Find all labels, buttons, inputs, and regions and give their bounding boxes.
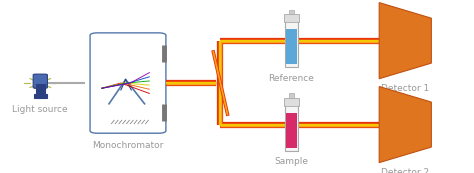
Polygon shape: [379, 3, 431, 79]
Bar: [285, 99, 298, 151]
Bar: [289, 10, 294, 14]
Bar: [286, 113, 297, 148]
Bar: [36, 84, 45, 94]
Text: Sample: Sample: [274, 157, 309, 166]
FancyBboxPatch shape: [90, 33, 166, 133]
Bar: [286, 29, 297, 64]
Bar: [284, 14, 299, 22]
Text: Detector 1: Detector 1: [381, 84, 429, 93]
Bar: [34, 94, 47, 98]
Text: Monochromator: Monochromator: [92, 141, 164, 150]
Bar: [284, 98, 299, 106]
Bar: [289, 93, 294, 98]
Text: Light source: Light source: [12, 105, 68, 114]
Bar: [285, 15, 298, 67]
FancyBboxPatch shape: [33, 74, 47, 88]
Text: Detector 2: Detector 2: [381, 168, 429, 173]
Polygon shape: [379, 86, 431, 163]
Text: Reference: Reference: [269, 74, 314, 83]
